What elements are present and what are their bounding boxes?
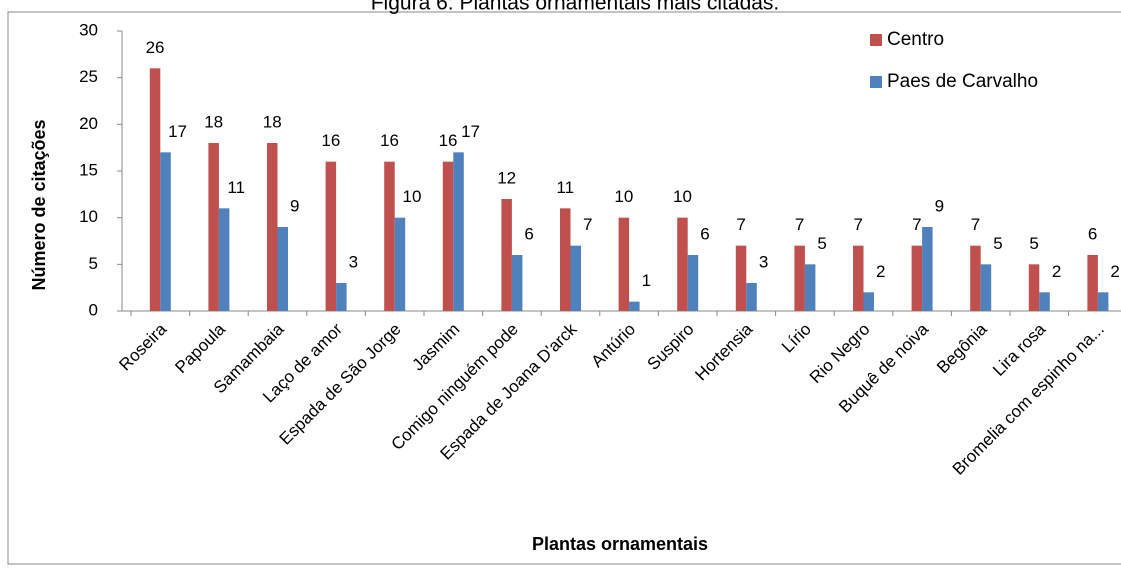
y-tick-label: 5 <box>89 254 98 273</box>
data-label: 5 <box>1029 234 1038 253</box>
x-tick-label: Hortensia <box>691 319 756 384</box>
data-label: 7 <box>854 215 863 234</box>
data-label: 7 <box>583 215 592 234</box>
bar <box>218 208 230 311</box>
data-label: 2 <box>876 262 885 281</box>
data-label: 12 <box>497 168 516 187</box>
data-label: 16 <box>380 131 399 150</box>
x-tick-label: Roseira <box>115 319 170 374</box>
data-label: 5 <box>993 234 1002 253</box>
data-label: 7 <box>971 215 980 234</box>
y-tick-label: 20 <box>79 114 98 133</box>
x-tick-label: Begônia <box>933 319 991 377</box>
y-tick-label: 15 <box>79 160 98 179</box>
data-label: 18 <box>204 112 223 131</box>
bar <box>560 208 571 311</box>
data-label: 16 <box>321 131 340 150</box>
x-tick-label: Jasmim <box>408 320 463 375</box>
chart-title: Figura 6: Plantas ornamentais mais citad… <box>371 0 780 15</box>
bar <box>336 283 347 311</box>
data-label: 6 <box>524 224 533 243</box>
bar <box>267 143 278 311</box>
x-axis-label: Plantas ornamentais <box>532 534 708 554</box>
data-label: 9 <box>935 196 944 215</box>
data-label: 7 <box>736 215 745 234</box>
y-tick-label: 30 <box>79 20 98 39</box>
y-tick-label: 0 <box>89 300 98 319</box>
data-label: 3 <box>759 252 768 271</box>
bar <box>911 245 923 311</box>
legend-label: Centro <box>887 29 944 50</box>
x-tick-label: Papoula <box>171 319 229 377</box>
bar <box>687 255 699 311</box>
data-label: 26 <box>146 38 165 57</box>
bar <box>325 161 337 311</box>
legend-label: Paes de Carvalho <box>887 71 1038 92</box>
bar <box>394 217 406 311</box>
bar <box>804 264 816 311</box>
bar <box>629 301 640 311</box>
bar <box>1097 292 1109 311</box>
data-label: 6 <box>700 224 709 243</box>
bar <box>149 68 161 311</box>
legend-swatch <box>870 34 882 46</box>
data-label: 18 <box>263 112 282 131</box>
bar <box>618 217 630 311</box>
bar <box>384 161 395 311</box>
bar <box>1039 292 1050 311</box>
chart-border <box>7 11 1121 565</box>
data-label: 3 <box>349 252 358 271</box>
data-label: 10 <box>673 187 692 206</box>
bar <box>794 245 805 311</box>
x-tick-label: Lira rosa <box>989 319 1050 380</box>
bar <box>1028 264 1040 311</box>
bar <box>735 245 747 311</box>
bar <box>853 245 864 311</box>
bar <box>677 217 688 311</box>
data-label: 5 <box>817 234 826 253</box>
data-label: 17 <box>461 122 480 141</box>
bar <box>208 143 219 311</box>
y-tick-label: 25 <box>79 67 98 86</box>
y-tick-label: 10 <box>79 207 98 226</box>
data-label: 1 <box>642 271 651 290</box>
data-label: 2 <box>1110 262 1119 281</box>
bar <box>277 227 288 311</box>
data-label: 7 <box>795 215 804 234</box>
data-label: 2 <box>1052 262 1061 281</box>
data-label: 16 <box>439 131 458 150</box>
bar <box>160 152 171 311</box>
bar <box>970 245 981 311</box>
y-axis-label: Número de citações <box>29 119 49 290</box>
bar <box>570 245 581 311</box>
bar <box>442 161 454 311</box>
bar <box>922 227 933 311</box>
legend-swatch <box>870 76 882 88</box>
data-label: 6 <box>1088 224 1097 243</box>
x-tick-label: Antúrio <box>588 320 640 372</box>
x-tick-label: Suspiro <box>644 320 698 374</box>
data-label: 10 <box>402 187 421 206</box>
bar <box>511 255 523 311</box>
data-label: 17 <box>168 122 187 141</box>
bar <box>980 264 992 311</box>
data-label: 11 <box>227 178 245 197</box>
x-tick-label: Lírio <box>778 320 815 357</box>
bar <box>453 152 464 311</box>
data-label: 7 <box>912 215 921 234</box>
data-label: 11 <box>556 178 574 197</box>
bar <box>746 283 757 311</box>
data-label: 10 <box>614 187 633 206</box>
bar <box>501 199 512 311</box>
data-label: 9 <box>290 196 299 215</box>
bar <box>1087 255 1098 311</box>
bar <box>863 292 874 311</box>
